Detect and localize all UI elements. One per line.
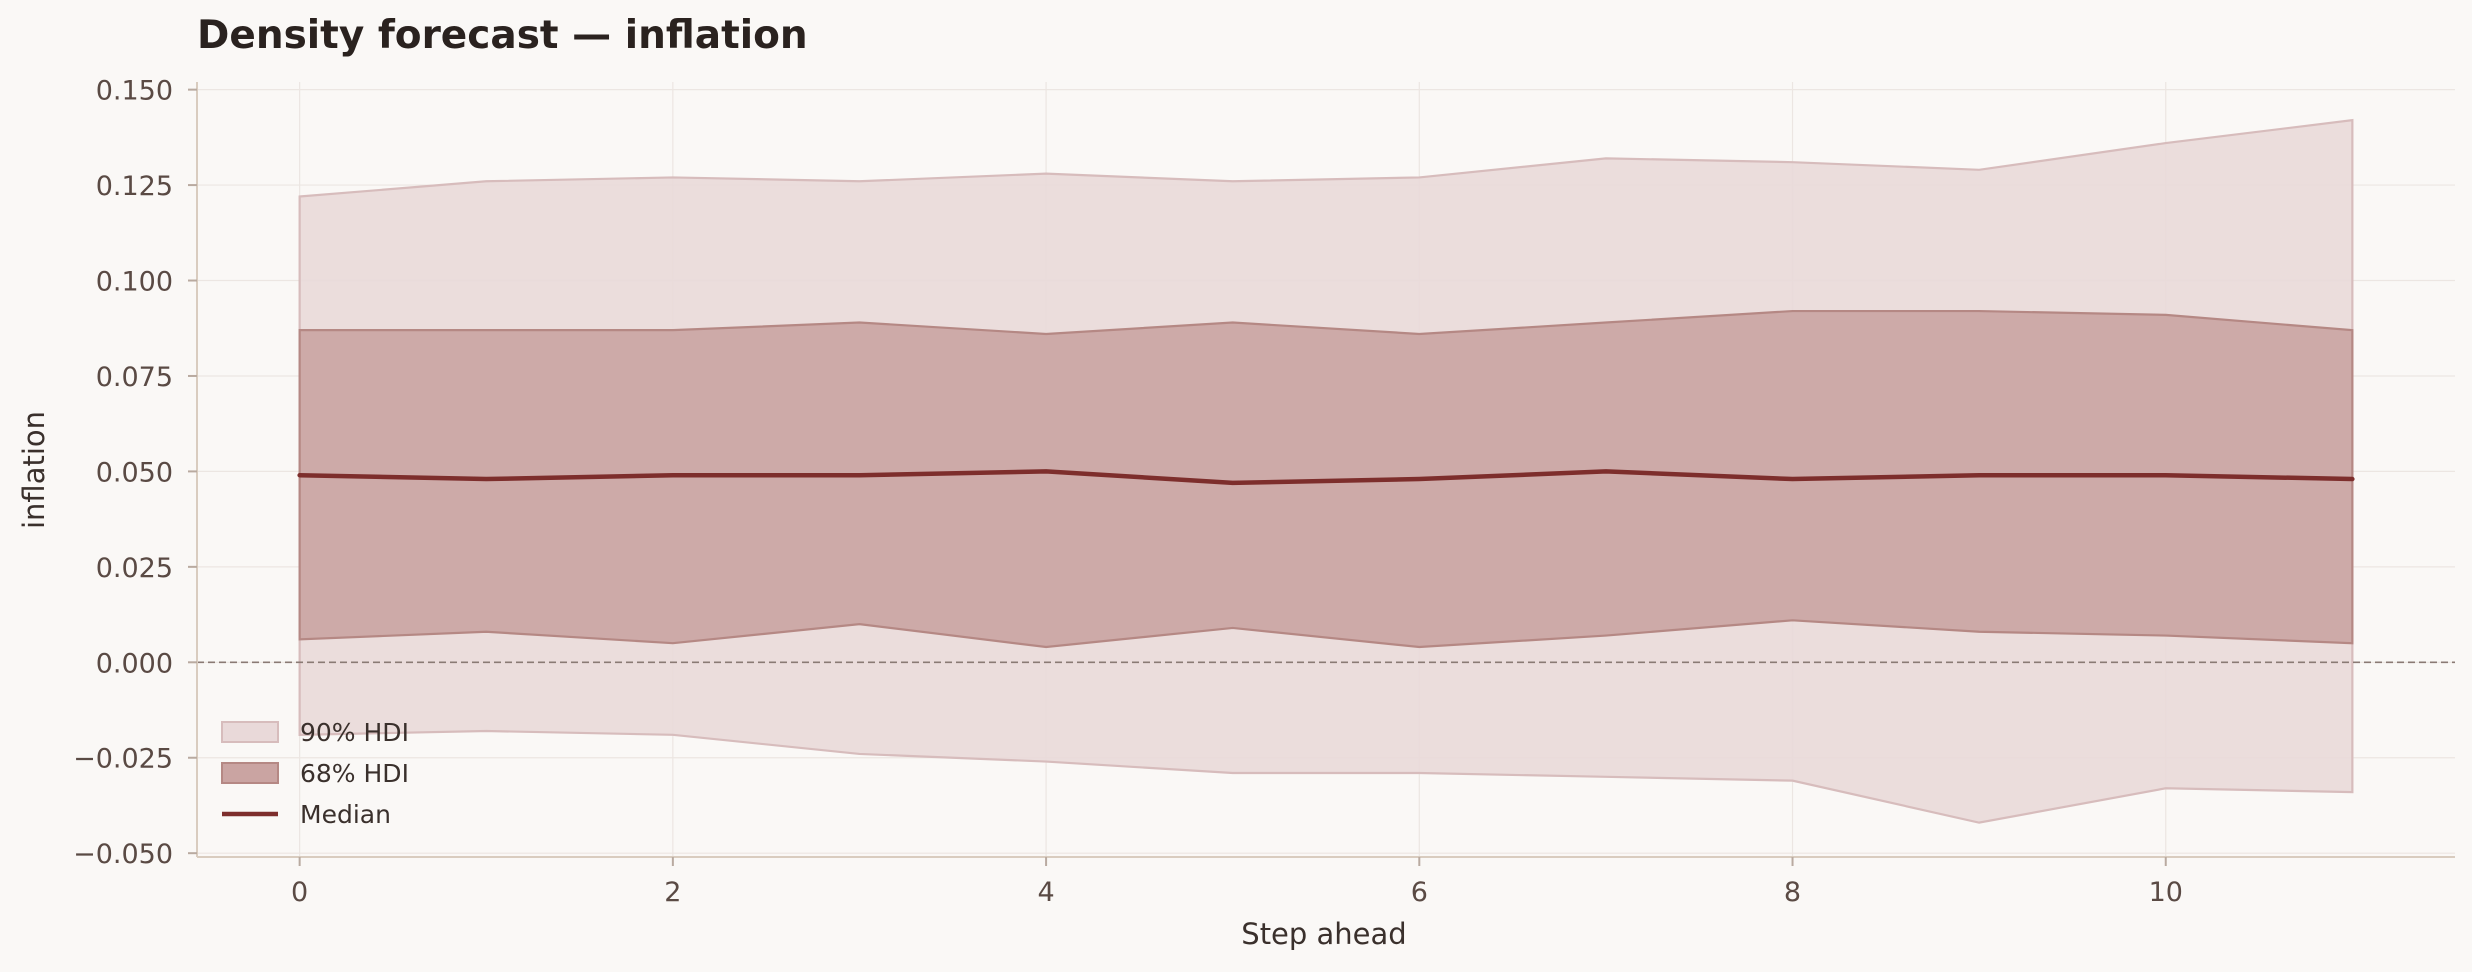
- x-tick-label: 8: [1784, 877, 1801, 908]
- y-tick-label: 0.025: [96, 553, 173, 584]
- x-tick-label: 4: [1037, 877, 1054, 908]
- y-tick-label: 0.150: [96, 76, 173, 107]
- y-tick-label: 0.000: [96, 648, 173, 679]
- y-axis-label: inflation: [17, 411, 51, 529]
- band-layer: [298, 118, 2354, 824]
- legend-label: 90% HDI: [300, 718, 409, 747]
- legend-swatch: [221, 762, 279, 784]
- axis-layer: 0 2 4 6 8 10 −0.050 −0.025 0.000 0.025 0.050 0.075 0…: [73, 76, 2455, 908]
- legend-label: 68% HDI: [300, 759, 409, 788]
- y-tick-label: 0.075: [96, 362, 173, 393]
- y-tick-label: −0.025: [73, 744, 173, 775]
- y-tick-label: 0.100: [96, 267, 173, 298]
- x-axis-label: Step ahead: [1241, 917, 1406, 951]
- legend: 90% HDI 68% HDI Median: [221, 718, 409, 829]
- legend-swatch: [221, 721, 279, 743]
- x-tick-label: 6: [1411, 877, 1428, 908]
- x-tick-label: 2: [664, 877, 681, 908]
- line-layer: [297, 469, 2355, 486]
- x-tick-label: 0: [291, 877, 308, 908]
- y-tick-label: 0.050: [96, 457, 173, 488]
- median-line: [297, 469, 2355, 486]
- y-tick-label: 0.125: [96, 171, 173, 202]
- y-tick-label: −0.050: [73, 839, 173, 870]
- chart-title: Density forecast — inflation: [197, 13, 808, 58]
- x-tick-label: 10: [2149, 877, 2183, 908]
- legend-label: Median: [300, 800, 391, 829]
